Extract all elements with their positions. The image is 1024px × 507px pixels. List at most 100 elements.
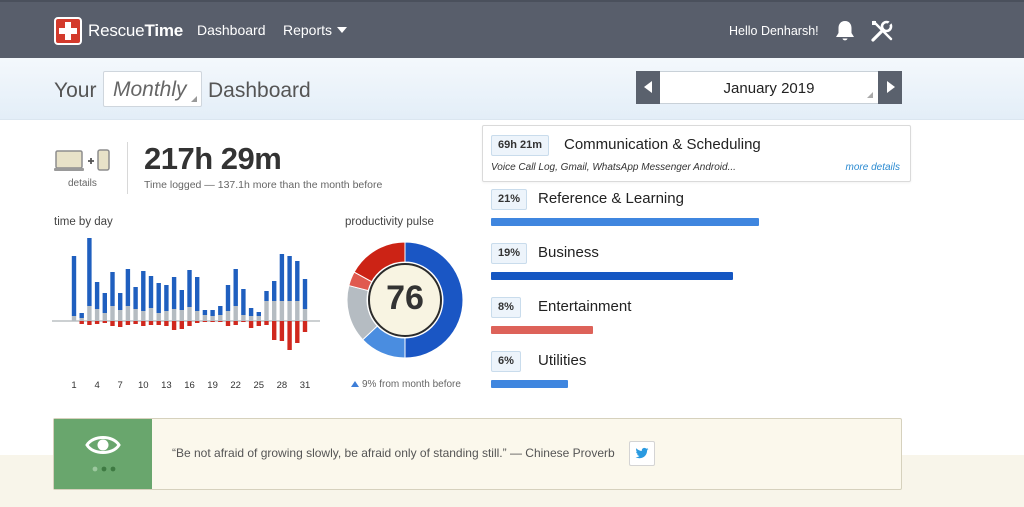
bar-distracting-day-9[interactable] xyxy=(133,321,138,324)
bar-productive-day-25[interactable] xyxy=(256,312,261,316)
bar-productive-day-22[interactable] xyxy=(233,269,238,306)
bar-neutral-day-24[interactable] xyxy=(248,316,254,321)
bar-distracting-day-16[interactable] xyxy=(187,321,192,326)
bar-neutral-day-9[interactable] xyxy=(133,309,138,321)
bar-productive-day-9[interactable] xyxy=(133,287,138,309)
bar-productive-day-2[interactable] xyxy=(79,313,84,318)
bar-distracting-day-26[interactable] xyxy=(264,321,269,325)
bar-distracting-day-14[interactable] xyxy=(171,321,177,330)
bar-neutral-day-12[interactable] xyxy=(156,313,161,321)
bar-distracting-day-7[interactable] xyxy=(118,321,123,327)
bar-productive-day-10[interactable] xyxy=(141,271,146,311)
bar-productive-day-13[interactable] xyxy=(164,285,169,311)
bar-distracting-day-6[interactable] xyxy=(110,321,115,326)
bar-productive-day-20[interactable] xyxy=(218,306,223,315)
bar-productive-day-21[interactable] xyxy=(225,285,231,311)
bar-productive-day-18[interactable] xyxy=(202,310,208,315)
bar-neutral-day-22[interactable] xyxy=(233,306,238,321)
date-picker[interactable]: January 2019 xyxy=(636,71,902,104)
bar-productive-day-26[interactable] xyxy=(264,291,269,301)
bar-productive-day-4[interactable] xyxy=(94,282,100,309)
tools-icon[interactable] xyxy=(869,18,895,44)
bar-neutral-day-31[interactable] xyxy=(302,309,308,321)
bar-productive-day-1[interactable] xyxy=(71,256,77,316)
bar-productive-day-11[interactable] xyxy=(148,276,154,308)
bar-productive-day-17[interactable] xyxy=(195,277,200,311)
bar-neutral-day-26[interactable] xyxy=(264,301,269,321)
bar-neutral-day-20[interactable] xyxy=(218,315,223,321)
bar-distracting-day-10[interactable] xyxy=(141,321,146,326)
bar-neutral-day-1[interactable] xyxy=(71,316,77,321)
bar-productive-day-8[interactable] xyxy=(125,269,131,306)
bar-productive-day-6[interactable] xyxy=(110,272,115,306)
pulse-slice-very-productive[interactable] xyxy=(404,241,464,359)
bar-distracting-day-30[interactable] xyxy=(295,321,300,343)
bar-productive-day-7[interactable] xyxy=(118,293,123,310)
bar-distracting-day-11[interactable] xyxy=(148,321,154,325)
category-name[interactable]: Entertainment xyxy=(538,298,632,315)
bar-productive-day-19[interactable] xyxy=(210,310,215,316)
bar-distracting-day-13[interactable] xyxy=(164,321,169,326)
brand-logo[interactable]: RescueTime xyxy=(54,17,183,45)
bar-distracting-day-21[interactable] xyxy=(225,321,231,326)
bar-distracting-day-18[interactable] xyxy=(202,321,208,322)
bar-distracting-day-24[interactable] xyxy=(248,321,254,328)
more-details-link[interactable]: more details xyxy=(845,162,900,173)
pulse-slice-very-distracting[interactable] xyxy=(353,241,406,283)
bar-distracting-day-27[interactable] xyxy=(272,321,277,340)
bar-distracting-day-20[interactable] xyxy=(218,321,223,322)
bar-neutral-day-4[interactable] xyxy=(94,309,100,321)
category-name[interactable]: Reference & Learning xyxy=(538,190,684,207)
bar-neutral-day-11[interactable] xyxy=(148,308,154,321)
bar-neutral-day-15[interactable] xyxy=(179,310,184,321)
period-select[interactable]: Monthly xyxy=(103,71,202,107)
bar-neutral-day-3[interactable] xyxy=(87,306,92,321)
bar-neutral-day-29[interactable] xyxy=(287,301,292,321)
bar-neutral-day-18[interactable] xyxy=(202,315,208,321)
bar-neutral-day-10[interactable] xyxy=(141,311,146,321)
bar-neutral-day-6[interactable] xyxy=(110,306,115,321)
bar-neutral-day-5[interactable] xyxy=(102,313,107,321)
bar-productive-day-31[interactable] xyxy=(302,279,308,309)
category-card-top[interactable]: 69h 21m Communication & Scheduling Voice… xyxy=(482,125,911,182)
bar-distracting-day-28[interactable] xyxy=(279,321,285,341)
bar-neutral-day-17[interactable] xyxy=(195,311,200,321)
bar-productive-day-28[interactable] xyxy=(279,254,285,301)
bar-distracting-day-22[interactable] xyxy=(233,321,238,325)
bar-productive-day-29[interactable] xyxy=(287,256,292,301)
bar-neutral-day-16[interactable] xyxy=(187,307,192,321)
bar-neutral-day-23[interactable] xyxy=(241,315,246,321)
nav-reports-menu[interactable]: Reports xyxy=(283,22,348,38)
bell-icon[interactable] xyxy=(832,18,858,44)
bar-neutral-day-21[interactable] xyxy=(225,311,231,321)
bar-neutral-day-28[interactable] xyxy=(279,301,285,321)
bar-productive-day-12[interactable] xyxy=(156,283,161,313)
bar-distracting-day-4[interactable] xyxy=(94,321,100,324)
category-name[interactable]: Business xyxy=(538,244,599,261)
time-by-day-chart[interactable] xyxy=(52,235,322,365)
bar-neutral-day-25[interactable] xyxy=(256,316,261,321)
bar-productive-day-3[interactable] xyxy=(87,238,92,306)
category-name[interactable]: Communication & Scheduling xyxy=(564,136,761,153)
productivity-pulse-donut[interactable] xyxy=(345,240,465,360)
bar-productive-day-5[interactable] xyxy=(102,293,107,313)
bar-neutral-day-13[interactable] xyxy=(164,311,169,321)
bar-distracting-day-12[interactable] xyxy=(156,321,161,325)
bar-neutral-day-8[interactable] xyxy=(125,306,131,321)
details-link[interactable]: details xyxy=(68,178,97,189)
pager-dots-icon[interactable] xyxy=(92,466,116,472)
bar-neutral-day-14[interactable] xyxy=(171,309,177,321)
bar-productive-day-15[interactable] xyxy=(179,290,184,310)
bar-distracting-day-29[interactable] xyxy=(287,321,292,350)
user-greeting[interactable]: Hello Denharsh! xyxy=(729,24,819,38)
bar-neutral-day-27[interactable] xyxy=(272,301,277,321)
bar-productive-day-30[interactable] xyxy=(295,261,300,301)
bar-productive-day-24[interactable] xyxy=(248,308,254,316)
bar-distracting-day-23[interactable] xyxy=(241,321,246,322)
current-month[interactable]: January 2019 xyxy=(723,80,815,97)
bar-productive-day-23[interactable] xyxy=(241,289,246,315)
bar-neutral-day-19[interactable] xyxy=(210,316,215,321)
devices-icon[interactable] xyxy=(54,148,114,178)
quote-icon-panel[interactable] xyxy=(54,419,152,489)
bar-distracting-day-25[interactable] xyxy=(256,321,261,326)
